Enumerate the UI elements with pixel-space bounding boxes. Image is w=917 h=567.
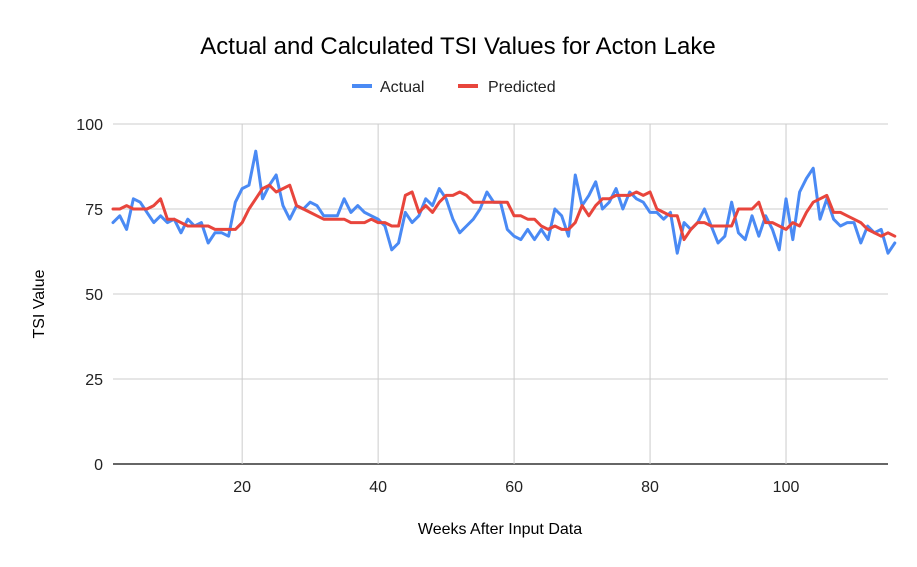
legend-item-predicted[interactable]: Predicted — [458, 79, 556, 96]
series-lines — [111, 149, 897, 255]
legend: Actual Predicted — [352, 79, 556, 96]
x-axis-label: Weeks After Input Data — [418, 521, 582, 538]
legend-label-actual: Actual — [380, 79, 424, 96]
y-axis-label: TSI Value — [31, 269, 48, 338]
gridlines — [113, 123, 888, 465]
y-tick-label: 75 — [85, 202, 103, 219]
y-tick-label: 50 — [85, 287, 103, 304]
x-tick-label: 80 — [641, 479, 659, 496]
legend-label-predicted: Predicted — [488, 79, 556, 96]
y-tick-label: 100 — [76, 117, 103, 134]
x-tick-label: 60 — [505, 479, 523, 496]
tick-labels: 0 25 50 75 100 20 40 60 80 100 — [76, 117, 799, 496]
chart-title: Actual and Calculated TSI Values for Act… — [200, 33, 715, 60]
x-tick-label: 100 — [773, 479, 800, 496]
series-line-predicted[interactable] — [111, 183, 897, 242]
y-tick-label: 25 — [85, 372, 103, 389]
x-tick-label: 40 — [369, 479, 387, 496]
x-tick-label: 20 — [233, 479, 251, 496]
legend-item-actual[interactable]: Actual — [352, 79, 424, 96]
y-tick-label: 0 — [94, 457, 103, 474]
